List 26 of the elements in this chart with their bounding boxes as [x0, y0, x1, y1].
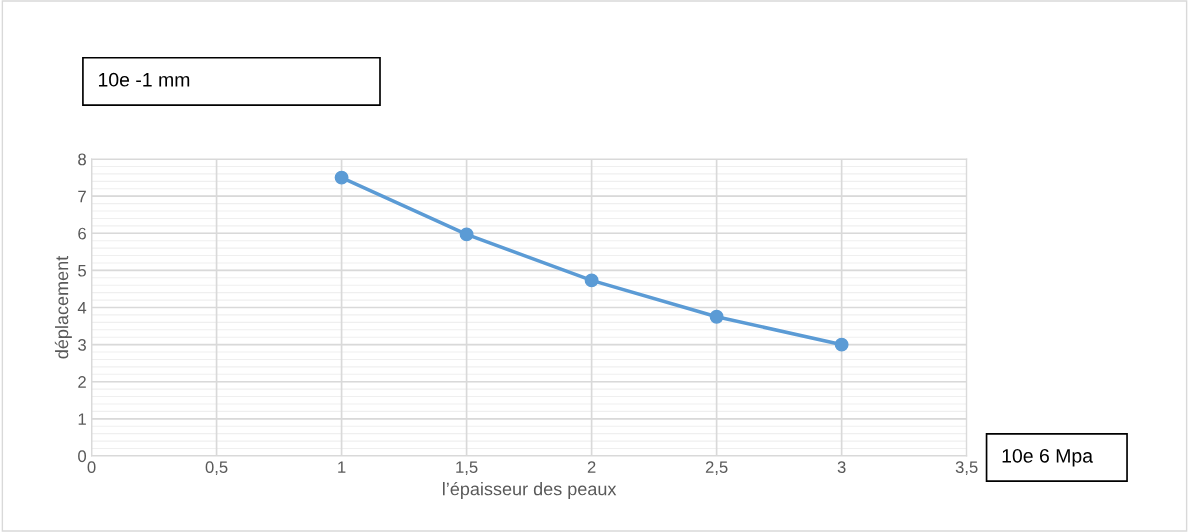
x-tick-label: 1: [338, 461, 346, 473]
y-tick-label: 8: [78, 153, 86, 166]
x-tick-label: 2,5: [705, 461, 728, 475]
y-tick-label: 2: [78, 376, 86, 388]
y-axis-title: déplacement: [54, 255, 72, 359]
y-tick-label: 7: [78, 190, 86, 203]
point: [459, 227, 474, 242]
y-tick-label: 6: [78, 227, 86, 240]
point: [709, 309, 724, 324]
y-tick-label: 1: [78, 413, 86, 425]
x-tick-label: 3: [837, 461, 846, 474]
text: 10e 6 Mpa: [1002, 448, 1094, 467]
x-tick-label: 2: [587, 461, 596, 473]
y-tick-label: 4: [77, 302, 87, 314]
x-tick-label: 1,5: [456, 461, 478, 475]
point: [584, 273, 599, 288]
x-tick-label: 0,5: [205, 461, 228, 475]
x-tick-label: 3,5: [955, 461, 978, 475]
x-tick-label: 0: [87, 461, 96, 474]
y-tick-label: 3: [78, 339, 86, 351]
text: 10e -1 mm: [98, 72, 190, 87]
x-axis-title: l’épaisseur des peaux: [443, 481, 617, 499]
y-tick-label: 0: [78, 450, 87, 463]
point: [834, 337, 849, 352]
point: [334, 170, 349, 185]
y-tick-label: 5: [78, 264, 86, 277]
